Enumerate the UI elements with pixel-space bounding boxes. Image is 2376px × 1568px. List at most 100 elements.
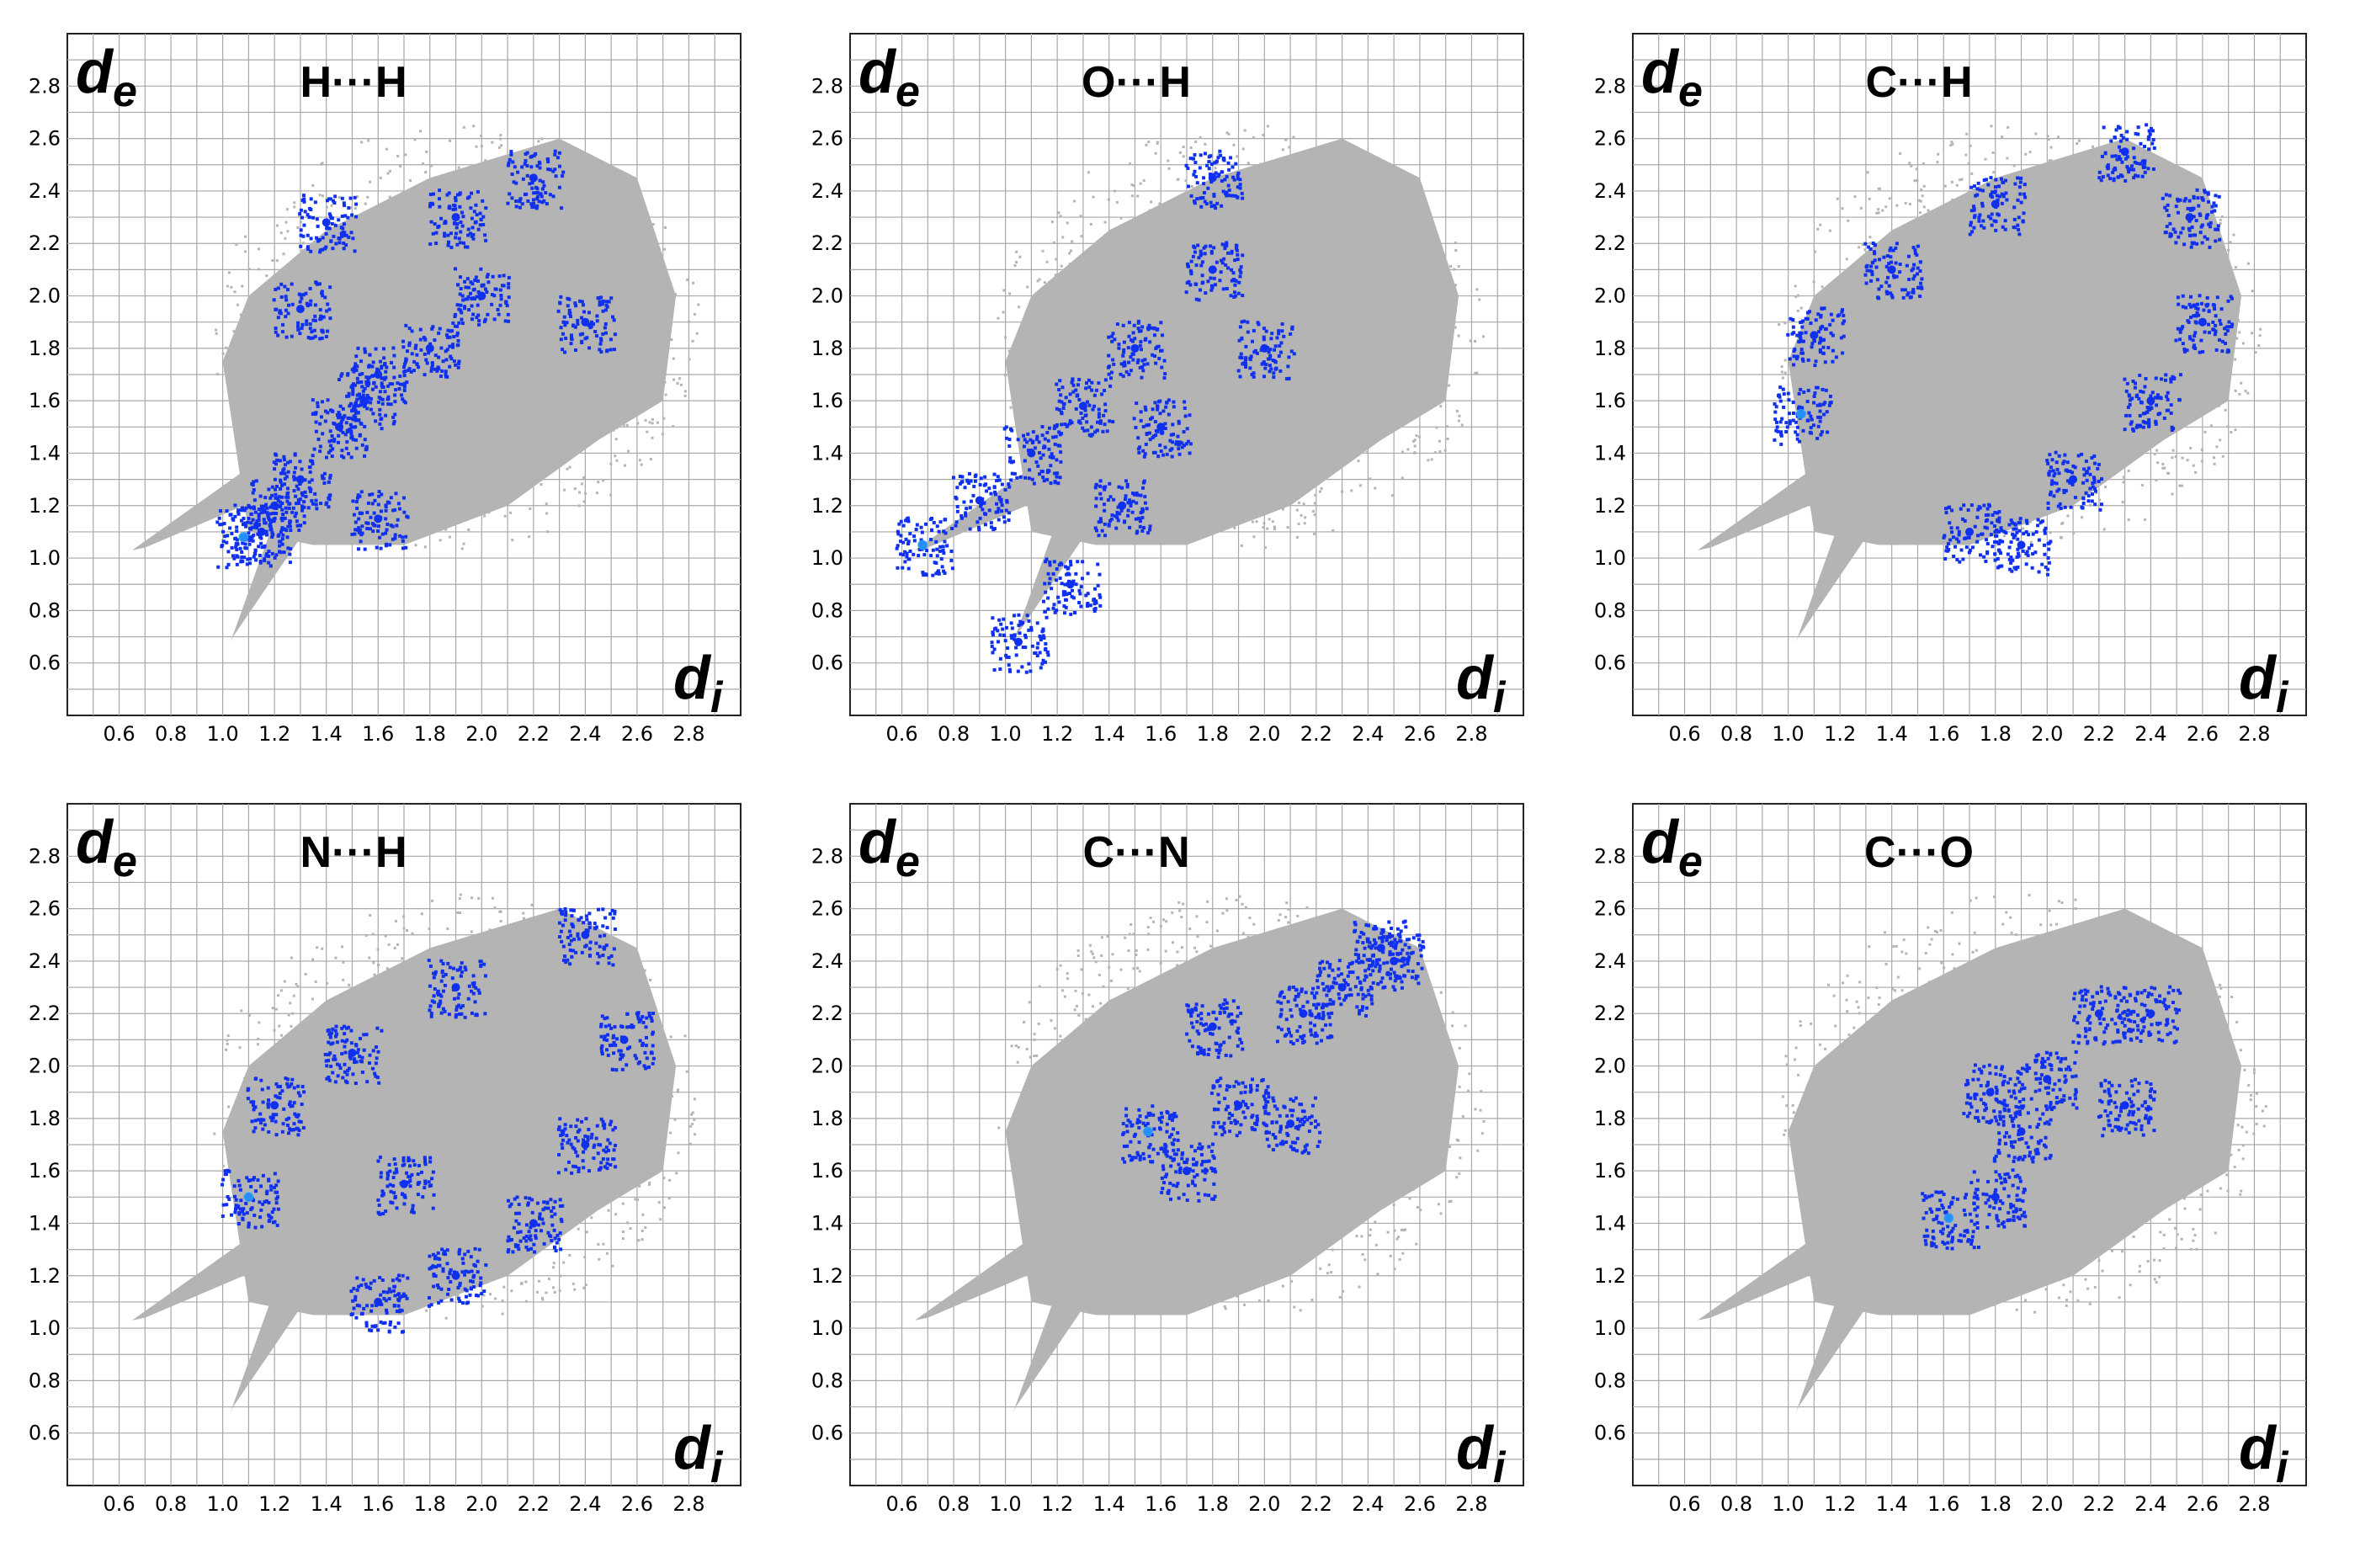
contact-point [1030,477,1034,481]
grey-point [306,421,309,424]
contact-point [536,194,540,199]
contact-point [438,205,442,209]
grey-point [1959,206,1962,210]
contact-point [1887,284,1891,288]
grey-point [1892,430,1895,433]
contact-point [454,236,458,240]
grey-point [1834,340,1837,343]
contact-point [380,384,384,388]
contact-point [1972,184,1976,189]
grey-point [2049,166,2053,169]
contact-point [328,285,332,290]
contact-point [566,296,570,300]
contact-point [2182,347,2187,351]
grey-point [2226,425,2230,428]
contact-point [260,545,264,550]
contact-point [220,545,224,549]
contact-point [2149,394,2153,398]
grey-point [1147,141,1151,144]
contact-point [1148,528,1152,532]
contact-point [2013,226,2017,230]
grey-point [1977,197,1980,200]
y-tick-label: 2.4 [811,179,843,203]
contact-point [1032,481,1036,486]
contact-point [273,555,277,560]
contact-point [1107,524,1111,528]
contact-point [270,531,274,535]
contact-point [229,513,233,517]
contact-point [452,359,456,364]
contact-point [379,359,383,364]
contact-point [346,373,350,377]
contact-point [445,348,449,352]
y-tick-label: 1.2 [811,494,843,518]
grey-point [1147,502,1151,505]
grey-point [235,243,238,247]
contact-point [2088,486,2092,491]
contact-point [384,375,388,380]
contact-point [1836,314,1840,318]
contact-point [316,224,320,228]
grey-point [695,332,699,335]
grey-point [2167,364,2171,367]
contact-point [497,312,501,316]
contact-point [1017,613,1021,617]
contact-point [2140,160,2145,164]
contact-point [585,336,589,340]
contact-point [1289,349,1294,353]
grey-point [545,512,549,515]
grey-point [1066,221,1069,225]
grey-point [429,528,433,531]
y-tick-label: 2.2 [29,231,61,255]
grey-point [290,370,293,374]
grey-point [1812,303,1815,306]
contact-point [388,382,392,386]
contact-point [2134,161,2139,165]
grey-point [1969,526,1973,529]
contact-point [1115,322,1119,327]
contact-point [1128,498,1132,502]
contact-point [393,536,397,540]
contact-point [391,382,395,386]
grey-point [1865,259,1868,263]
contact-point [2178,373,2182,377]
grey-point [1247,499,1251,502]
grey-point [1402,189,1406,193]
contact-point [373,498,377,502]
contact-point [529,155,533,159]
contact-point [1986,183,1991,187]
contact-point [1919,281,1923,285]
contact-point [326,329,330,333]
contact-point [356,529,360,533]
contact-point [1098,603,1103,608]
contact-point [1818,350,1822,354]
grey-point [511,539,514,542]
contact-point [912,534,917,539]
contact-point [1108,364,1112,369]
contact-point [1006,646,1010,651]
contact-point [423,373,427,377]
grey-point [243,250,247,253]
grey-point [1130,183,1134,186]
grey-point [518,166,522,169]
contact-point [251,539,255,543]
contact-point [1136,436,1140,440]
grey-point [619,352,622,355]
grey-point [579,437,582,440]
contact-point [294,494,298,498]
grey-point [619,332,623,335]
contact-point [363,547,367,551]
contact-point [1086,428,1090,433]
contact-point [1054,578,1058,582]
contact-point [2048,453,2052,457]
contact-point [570,338,574,342]
contact-point [394,388,398,392]
contact-point [1076,383,1080,387]
contact-point [461,215,465,219]
grey-point [460,170,464,173]
grey-point [618,278,621,281]
contact-point [467,195,471,199]
contact-point [521,177,525,181]
contact-point [2147,417,2151,422]
contact-point [2220,349,2225,353]
